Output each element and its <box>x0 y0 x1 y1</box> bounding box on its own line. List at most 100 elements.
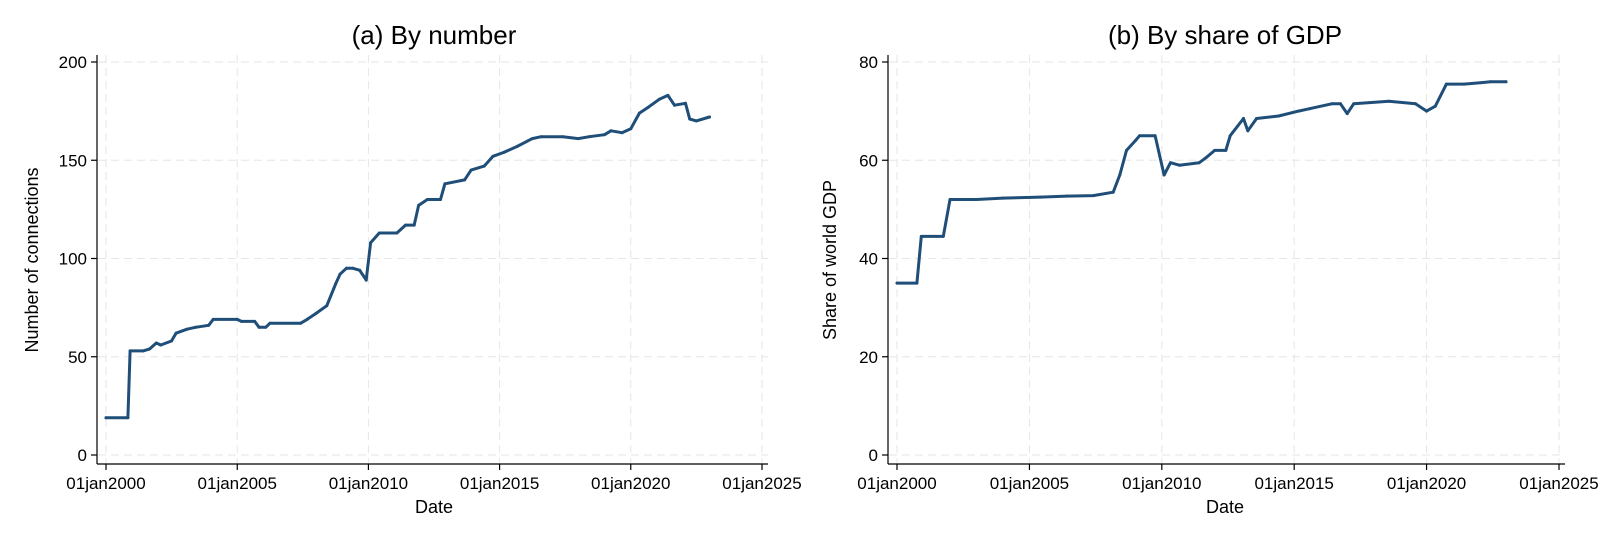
data-point <box>159 343 163 347</box>
data-point <box>1480 81 1484 85</box>
y-axis-label: Number of connections <box>22 167 42 352</box>
data-point <box>264 325 268 329</box>
x-tick-label: 01jan2025 <box>722 474 801 493</box>
data-point <box>609 129 613 133</box>
data-point <box>603 133 606 137</box>
series-line <box>895 80 1508 285</box>
data-point <box>128 349 132 353</box>
data-point <box>1255 117 1259 120</box>
data-point <box>1352 102 1356 106</box>
data-point <box>369 241 373 245</box>
data-point <box>469 168 473 172</box>
data-point <box>1246 129 1250 133</box>
data-point <box>629 127 633 131</box>
data-point <box>257 325 261 329</box>
x-tick-label: 01jan2000 <box>66 474 145 493</box>
data-point <box>1213 148 1217 152</box>
data-point <box>314 312 318 315</box>
data-point <box>1091 194 1095 198</box>
data-point <box>170 339 173 343</box>
data-point <box>1153 134 1157 138</box>
data-point <box>1308 107 1312 111</box>
x-axis-label: Date <box>1206 497 1244 517</box>
data-point <box>1387 99 1391 103</box>
data-point <box>1433 104 1437 108</box>
data-point <box>646 105 650 109</box>
data-point <box>299 321 302 325</box>
data-point <box>941 234 945 238</box>
y-tick-label: 100 <box>59 250 87 269</box>
data-point <box>338 272 342 276</box>
data-point <box>1118 173 1122 177</box>
data-point <box>364 278 368 282</box>
chart-title: (a) By number <box>352 20 517 50</box>
data-point <box>174 331 178 335</box>
x-tick-label: 01jan2005 <box>198 474 277 493</box>
data-point <box>334 282 338 286</box>
y-tick-label: 50 <box>68 348 87 367</box>
data-point <box>491 154 495 158</box>
data-point <box>358 268 362 272</box>
data-point <box>688 117 692 121</box>
data-point <box>417 203 421 207</box>
data-point <box>539 135 543 139</box>
data-point <box>657 97 661 101</box>
data-point <box>482 164 486 168</box>
data-point <box>1339 102 1342 106</box>
x-tick-label: 01jan2025 <box>1519 474 1598 493</box>
data-point <box>1224 148 1228 152</box>
y-tick-label: 40 <box>859 250 878 269</box>
data-point <box>377 231 381 235</box>
data-point <box>1425 109 1429 113</box>
data-point <box>463 178 467 182</box>
data-point <box>1504 80 1508 84</box>
data-point <box>425 198 429 201</box>
data-point <box>1345 112 1349 116</box>
data-point <box>185 327 189 331</box>
x-tick-label: 01jan2020 <box>1387 474 1466 493</box>
data-point <box>1489 80 1492 84</box>
data-point <box>620 131 624 135</box>
data-point <box>404 223 407 227</box>
data-point <box>948 198 952 201</box>
data-point <box>207 323 211 327</box>
data-point <box>148 347 152 351</box>
data-point <box>684 101 687 105</box>
data-point <box>305 317 309 321</box>
data-point <box>1133 139 1137 143</box>
data-point <box>1228 134 1232 138</box>
data-point <box>708 115 711 119</box>
y-tick-label: 60 <box>859 151 878 170</box>
data-point <box>439 198 442 201</box>
y-tick-label: 80 <box>859 53 878 72</box>
data-point <box>975 198 978 201</box>
data-point <box>268 321 272 325</box>
data-point <box>1297 109 1300 113</box>
data-point <box>1125 148 1128 152</box>
data-point <box>1242 117 1245 120</box>
data-point <box>1177 163 1181 167</box>
data-point <box>1001 196 1005 200</box>
data-point <box>154 341 158 345</box>
data-point <box>694 119 698 123</box>
data-point <box>1330 102 1334 106</box>
data-point <box>919 234 923 238</box>
y-tick-label: 0 <box>78 446 87 465</box>
x-tick-label: 01jan2010 <box>329 474 408 493</box>
data-point <box>1414 102 1417 106</box>
panel-a: (a) By number Date Number of connections… <box>22 20 802 517</box>
data-point <box>253 319 257 323</box>
data-point <box>666 93 670 97</box>
y-tick-label: 200 <box>59 53 87 72</box>
data-point <box>1462 82 1466 86</box>
data-point <box>240 319 243 323</box>
data-point <box>1444 82 1448 86</box>
data-point <box>235 317 239 321</box>
data-point <box>561 135 565 139</box>
data-point <box>1162 173 1166 177</box>
data-point <box>141 349 145 353</box>
data-point <box>1169 161 1172 165</box>
data-point <box>1038 195 1042 199</box>
